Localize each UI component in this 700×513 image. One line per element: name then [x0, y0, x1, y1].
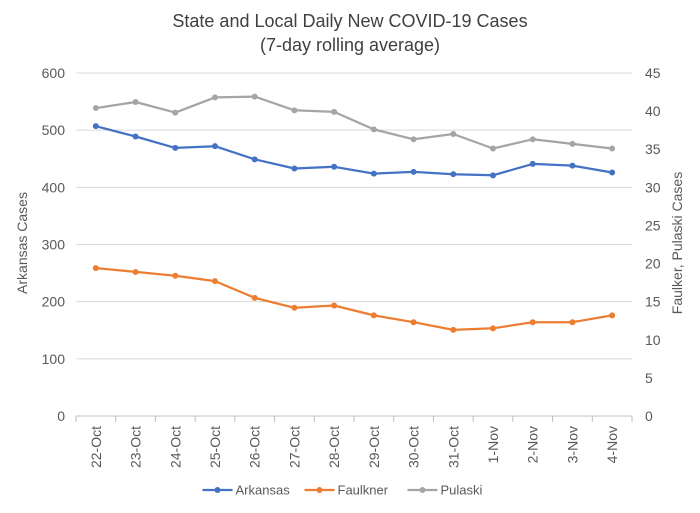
data-point-pulaski: [331, 108, 338, 115]
data-point-pulaski: [291, 107, 298, 114]
y-tick-label: 500: [42, 122, 66, 138]
data-point-faulkner: [490, 325, 496, 332]
x-tick-label: 28-Oct: [326, 426, 342, 468]
y-tick-label: 600: [42, 65, 66, 81]
data-point-arkansas: [410, 168, 417, 175]
legend-label-faulkner: Faulkner: [338, 483, 389, 498]
y-tick-label: 400: [42, 179, 66, 195]
data-point-faulkner: [251, 294, 258, 301]
chart-title: State and Local Daily New COVID-19 Cases: [172, 11, 527, 31]
y2-tick-label: 20: [645, 256, 661, 272]
y2-tick-label: 30: [645, 179, 661, 195]
data-point-pulaski: [172, 109, 179, 116]
series-group: [92, 93, 616, 333]
data-point-pulaski: [529, 136, 536, 143]
data-point-faulkner: [529, 319, 536, 326]
y-tick-label: 200: [42, 294, 66, 310]
data-point-arkansas: [251, 156, 258, 163]
y2-tick-label: 10: [645, 332, 661, 348]
data-point-arkansas: [370, 170, 377, 177]
data-point-arkansas: [331, 163, 338, 170]
data-point-arkansas: [490, 172, 496, 179]
data-point-pulaski: [450, 130, 457, 137]
data-point-pulaski: [370, 126, 377, 133]
x-tick-label: 26-Oct: [247, 426, 263, 468]
legend: Arkansas Faulkner Pulaski: [202, 483, 483, 498]
y2-tick-label: 25: [645, 217, 661, 233]
data-point-arkansas: [569, 162, 576, 169]
legend-marker-faulkner: [316, 487, 323, 493]
axes: 0 100 200 300 400 500 600 0 5 10 15 20 25 30 35 40 45 22-…: [42, 65, 661, 468]
y2-tick-label: 5: [645, 370, 653, 386]
data-point-faulkner: [132, 268, 139, 275]
x-tick-label: 22-Oct: [88, 426, 104, 468]
y2-tick-label: 40: [645, 103, 661, 119]
y2-tick-label: 15: [645, 294, 661, 310]
x-tick-label: 23-Oct: [128, 426, 144, 468]
data-point-pulaski: [132, 98, 139, 105]
x-tick-label: 30-Oct: [406, 426, 422, 468]
data-point-faulkner: [450, 326, 457, 333]
data-point-faulkner: [331, 302, 338, 309]
legend-label-pulaski: Pulaski: [441, 483, 483, 498]
data-point-arkansas: [212, 143, 218, 150]
data-point-faulkner: [92, 265, 99, 272]
x-tick-label: 3-Nov: [564, 426, 580, 463]
x-tick-label: 31-Oct: [445, 426, 461, 468]
data-point-pulaski: [609, 145, 616, 152]
y2-tick-label: 35: [645, 141, 661, 157]
x-tick-label: 24-Oct: [167, 426, 183, 468]
data-point-faulkner: [609, 312, 616, 319]
legend-label-arkansas: Arkansas: [236, 483, 291, 498]
data-point-pulaski: [490, 145, 496, 152]
data-point-faulkner: [370, 312, 377, 319]
data-point-faulkner: [410, 319, 417, 326]
y-tick-label: 300: [42, 237, 66, 253]
data-point-arkansas: [609, 169, 616, 176]
data-point-arkansas: [529, 160, 536, 167]
data-point-faulkner: [212, 278, 218, 285]
data-point-arkansas: [132, 133, 139, 140]
x-tick-label: 27-Oct: [286, 426, 302, 468]
y-tick-label: 0: [57, 408, 65, 424]
data-point-arkansas: [172, 144, 179, 151]
y2-tick-label: 0: [645, 408, 653, 424]
data-point-arkansas: [92, 123, 99, 130]
data-point-faulkner: [172, 272, 179, 279]
data-point-pulaski: [212, 94, 218, 101]
data-point-pulaski: [251, 93, 258, 100]
data-point-pulaski: [410, 136, 417, 143]
y2-axis-label: Faulker, Pulaski Cases: [669, 172, 685, 314]
y-axis-label: Arkansas Cases: [14, 192, 30, 294]
x-tick-label: 4-Nov: [604, 426, 620, 463]
data-point-pulaski: [569, 140, 576, 147]
y-tick-label: 100: [42, 351, 66, 367]
x-tick-label: 2-Nov: [525, 426, 541, 463]
data-point-arkansas: [291, 165, 298, 172]
data-point-pulaski: [92, 105, 99, 112]
legend-marker-pulaski: [419, 487, 426, 493]
y2-tick-label: 45: [645, 65, 661, 81]
legend-marker-arkansas: [214, 487, 221, 493]
series-line-faulkner: [95, 266, 613, 332]
series-line-pulaski: [95, 95, 613, 150]
chart-subtitle: (7-day rolling average): [260, 35, 440, 55]
data-point-faulkner: [291, 304, 298, 311]
data-point-faulkner: [569, 319, 576, 326]
x-tick-label: 25-Oct: [207, 426, 223, 468]
gridlines: [76, 72, 632, 360]
x-tick-label: 29-Oct: [366, 426, 382, 468]
x-tick-label: 1-Nov: [485, 426, 501, 463]
data-point-arkansas: [450, 171, 457, 178]
series-line-arkansas: [95, 125, 613, 177]
